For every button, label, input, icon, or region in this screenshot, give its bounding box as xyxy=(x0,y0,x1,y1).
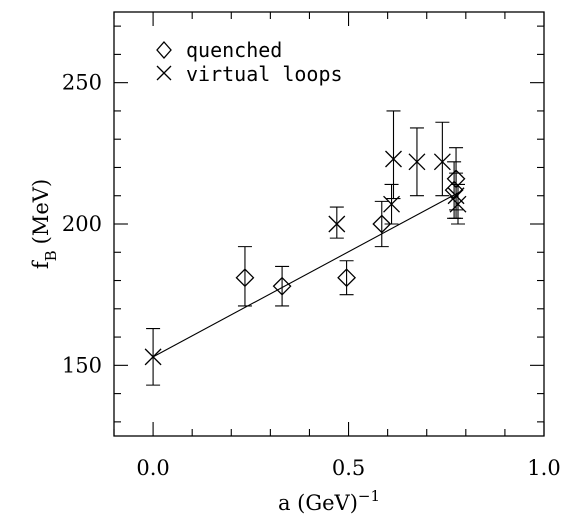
legend-diamond-icon xyxy=(156,41,172,59)
error-bar xyxy=(435,121,450,197)
quenched-point xyxy=(272,276,292,296)
y-axis-label-main: f xyxy=(29,259,53,269)
y-tick-label: 150 xyxy=(62,353,102,377)
y-tick-label: 250 xyxy=(62,71,102,95)
x-tick-label: 1.0 xyxy=(527,456,560,480)
legend-label-quenched: quenched xyxy=(186,38,282,62)
quenched-point xyxy=(337,268,357,288)
virtual-loops-point xyxy=(433,153,451,171)
y-axis-label: fB (MeV) xyxy=(29,179,60,269)
legend-label-virtual-loops: virtual loops xyxy=(186,62,343,86)
fit-line-group xyxy=(152,192,459,358)
axis-ticks: 0.0 0.5 1.0 150 200 250 xyxy=(62,12,561,480)
error-bar xyxy=(237,246,252,307)
y-tick-label: 200 xyxy=(62,212,102,236)
error-bar xyxy=(329,206,344,239)
virtual-loops-point xyxy=(408,153,426,171)
virtual-loops-point xyxy=(385,150,402,168)
virtual-loops-point xyxy=(449,195,467,213)
x-tick-label: 0.0 xyxy=(136,456,169,480)
fit-line xyxy=(152,192,459,358)
y-axis-label-group: fB (MeV) xyxy=(29,179,60,269)
legend: quenched virtual loops xyxy=(156,38,343,86)
legend-cross-icon xyxy=(156,65,172,81)
error-bar xyxy=(386,110,401,200)
y-axis-label-sub: B xyxy=(42,250,60,261)
error-bar xyxy=(339,260,354,296)
quenched-point xyxy=(235,268,255,288)
x-axis-label-sup: −1 xyxy=(358,487,380,505)
x-axis-label-main: a (GeV) xyxy=(278,491,358,515)
error-bar xyxy=(374,200,389,248)
quenched-point xyxy=(372,214,392,234)
data-marks xyxy=(144,110,467,386)
y-axis-label-unit: (MeV) xyxy=(29,179,53,244)
virtual-loops-point xyxy=(328,215,346,233)
virtual-loops-point xyxy=(144,348,162,366)
x-tick-label: 0.5 xyxy=(332,456,365,480)
error-bar xyxy=(275,265,290,307)
x-axis-label: a (GeV)−1 xyxy=(278,487,380,515)
